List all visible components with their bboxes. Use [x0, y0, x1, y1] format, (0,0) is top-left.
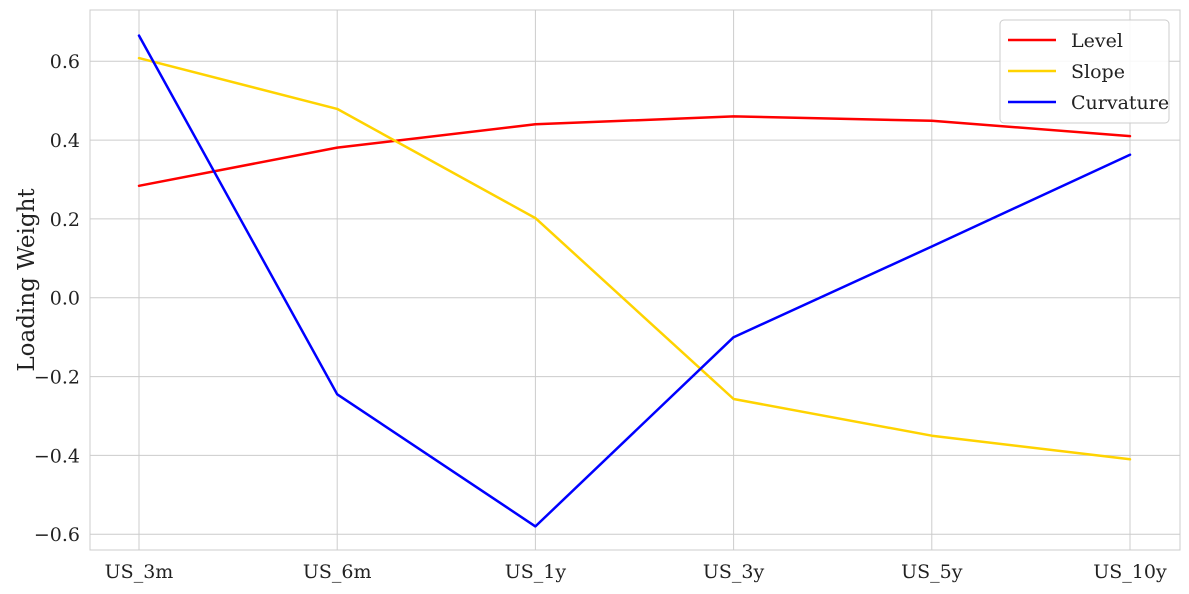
y-tick-label: −0.4 [34, 445, 80, 467]
y-axis-ticks: −0.6 −0.4 −0.2 0.0 0.2 0.4 0.6 [34, 51, 80, 546]
y-tick-label: 0.4 [50, 130, 80, 152]
series-line-curvature [137, 34, 1132, 528]
x-tick-label: US_10y [1093, 561, 1167, 583]
series-lines [137, 34, 1132, 528]
y-axis-label: Loading Weight [14, 188, 40, 372]
y-tick-label: −0.2 [34, 367, 80, 389]
legend: Level Slope Curvature [999, 19, 1170, 124]
legend-label-curvature: Curvature [1071, 92, 1169, 114]
x-tick-label: US_6m [303, 561, 372, 583]
plot-area-frame [89, 9, 1181, 551]
series-line-slope [137, 56, 1132, 461]
legend-label-level: Level [1071, 30, 1123, 52]
legend-box [999, 19, 1170, 124]
y-tick-label: 0.6 [50, 51, 80, 73]
series-line-level [137, 115, 1132, 188]
x-axis-ticks: US_3m US_6m US_1y US_3y US_5y US_10y [105, 561, 1167, 583]
x-tick-label: US_3m [105, 561, 174, 583]
x-tick-label: US_5y [901, 561, 963, 583]
legend-label-slope: Slope [1071, 61, 1125, 83]
x-tick-label: US_1y [505, 561, 567, 583]
y-tick-label: −0.6 [34, 524, 80, 546]
y-tick-label: 0.2 [50, 209, 80, 231]
y-tick-label: 0.0 [50, 288, 80, 310]
x-tick-label: US_3y [703, 561, 765, 583]
